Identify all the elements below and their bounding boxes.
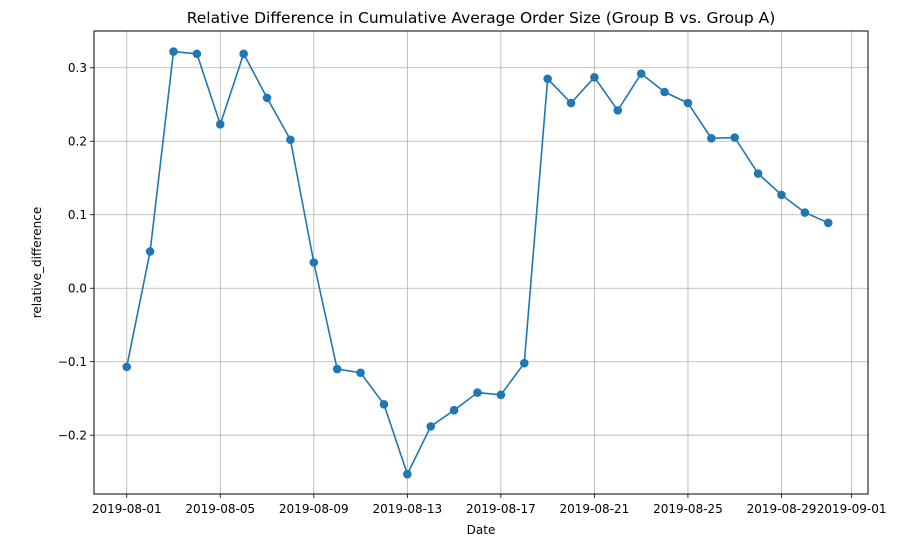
data-point <box>286 135 295 145</box>
data-point <box>566 98 576 108</box>
y-tick-label: −0.1 <box>58 355 87 369</box>
data-point <box>496 390 506 400</box>
data-point <box>730 133 740 142</box>
data-point <box>449 405 459 415</box>
data-point <box>145 247 155 256</box>
data-point <box>660 87 669 97</box>
x-tick-label: 2019-08-01 <box>92 502 162 516</box>
data-point <box>122 362 132 372</box>
data-point <box>683 98 693 108</box>
data-point <box>613 106 623 115</box>
chart-title: Relative Difference in Cumulative Averag… <box>187 9 776 27</box>
data-point <box>356 368 365 378</box>
data-point <box>800 208 810 217</box>
y-tick-label: 0.1 <box>68 208 87 222</box>
data-point <box>426 422 436 431</box>
data-point <box>403 469 412 479</box>
x-tick-label: 2019-08-29 <box>747 502 817 516</box>
data-point <box>777 190 786 200</box>
x-tick-label: 2019-08-09 <box>279 502 349 516</box>
x-tick-label: 2019-08-21 <box>560 502 630 516</box>
data-point <box>823 218 833 228</box>
x-tick-label: 2019-08-17 <box>466 502 536 516</box>
x-tick-label: 2019-08-25 <box>653 502 723 516</box>
series-line <box>125 50 829 475</box>
y-tick-label: 0.3 <box>68 61 87 75</box>
x-tick-label: 2019-08-05 <box>185 502 255 516</box>
x-tick-label: 2019-09-01 <box>817 502 887 516</box>
grid-layer <box>94 31 868 494</box>
data-point <box>590 73 599 82</box>
y-tick-label: 0.2 <box>68 135 87 149</box>
data-point <box>473 388 482 397</box>
y-tick-label: 0.0 <box>68 282 87 296</box>
y-tick-label: −0.2 <box>58 429 87 443</box>
series-layer <box>122 47 833 479</box>
data-point <box>262 93 272 103</box>
data-point <box>192 49 202 59</box>
data-point <box>332 364 342 374</box>
data-point <box>239 49 248 59</box>
y-axis-title: relative_difference <box>30 207 44 319</box>
x-tick-label: 2019-08-13 <box>372 502 442 516</box>
data-point <box>519 358 529 368</box>
data-point <box>169 47 178 56</box>
data-point <box>753 169 763 178</box>
data-point <box>215 120 225 129</box>
axis-layer: 2019-08-01 2019-08-05 2019-08-09 2019-08-13… <box>58 61 887 516</box>
data-point <box>636 69 646 78</box>
data-point <box>309 258 319 267</box>
data-point <box>543 74 552 84</box>
data-point <box>379 400 389 409</box>
plot-frame <box>93 30 869 495</box>
x-axis-title: Date <box>467 523 496 537</box>
data-point <box>707 134 716 143</box>
